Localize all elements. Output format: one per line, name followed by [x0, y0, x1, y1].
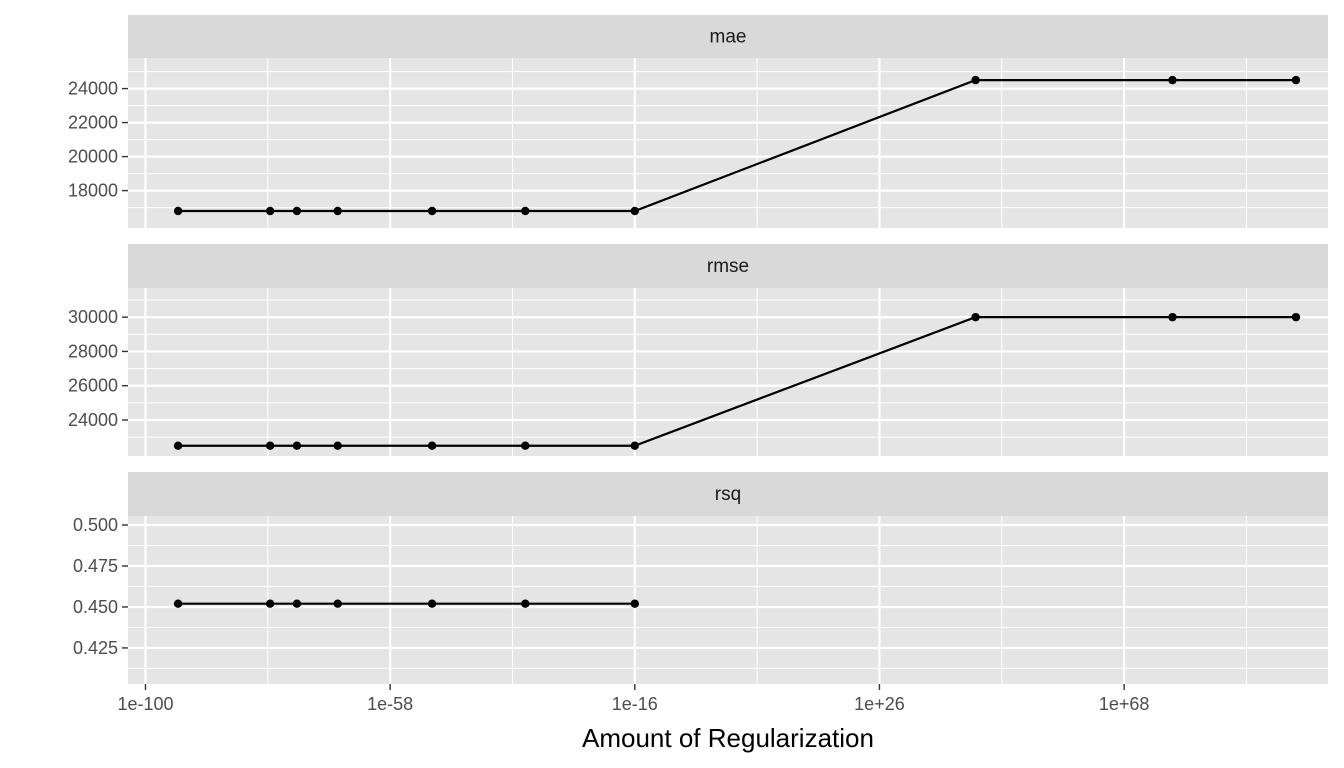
data-point: [1168, 75, 1177, 85]
data-point: [1168, 312, 1177, 322]
data-point: [1291, 312, 1301, 322]
x-tick-label: 1e+26: [854, 694, 905, 714]
facet-strip: [128, 244, 1328, 288]
data-point: [333, 599, 342, 608]
series-line-mae: [178, 78, 1296, 213]
data-point: [427, 206, 437, 216]
x-tick-label: 1e-100: [117, 694, 173, 714]
y-tick-label: 26000: [68, 376, 118, 396]
data-point: [630, 599, 639, 608]
panel-background: [128, 288, 1328, 456]
data-point: [521, 206, 530, 216]
data-point: [630, 441, 639, 450]
data-point: [173, 441, 183, 450]
data-point: [265, 441, 275, 450]
data-point: [333, 441, 342, 450]
y-tick-label: 0.425: [73, 638, 118, 658]
data-point: [427, 441, 437, 450]
y-tick-label: 30000: [68, 307, 118, 327]
y-tick-label: 0.500: [73, 515, 118, 535]
x-tick-label: 1e+68: [1099, 694, 1150, 714]
y-tick-label: 24000: [68, 410, 118, 430]
facet-strip-label: rmse: [707, 256, 749, 277]
facet-strip: [128, 15, 1328, 58]
x-axis: 1e-100 1e-58 1e-16 1e+26 1e+68: [117, 684, 1149, 714]
data-point: [427, 599, 437, 608]
data-point: [971, 75, 980, 85]
facet-panel-rsq: rsq 0.500 0.475 0.450 0.425: [73, 472, 1328, 684]
data-point: [521, 441, 530, 450]
facet-strip-label: mae: [710, 27, 747, 48]
data-point: [630, 206, 639, 216]
data-point: [265, 599, 275, 608]
data-point: [292, 441, 302, 450]
data-point: [265, 206, 275, 216]
panels-layer: mae 24000 22000 20000 18000 rmse 30000 28000 260…: [68, 15, 1328, 684]
data-point: [292, 206, 302, 216]
data-point: [292, 599, 302, 608]
facet-panel-rmse: rmse 30000 28000 26000 24000: [68, 244, 1328, 456]
series-line-rmse: [178, 316, 1296, 447]
y-tick-label: 20000: [68, 147, 118, 167]
x-tick-label: 1e-16: [612, 694, 658, 714]
data-point: [971, 312, 980, 322]
y-tick-label: 0.475: [73, 556, 118, 576]
data-point: [173, 599, 183, 608]
facet-strip-label: rsq: [715, 484, 741, 505]
x-tick-label: 1e-58: [367, 694, 413, 714]
panel-background: [128, 516, 1328, 684]
y-tick-label: 22000: [68, 113, 118, 133]
y-tick-label: 28000: [68, 341, 118, 361]
panel-background: [128, 58, 1328, 228]
y-tick-label: 24000: [68, 79, 118, 99]
facet-strip: [128, 472, 1328, 516]
data-point: [1291, 75, 1301, 85]
y-tick-label: 18000: [68, 181, 118, 201]
data-point: [173, 206, 183, 216]
data-point: [333, 206, 342, 216]
y-tick-label: 0.450: [73, 597, 118, 617]
data-point: [521, 599, 530, 608]
facet-panel-mae: mae 24000 22000 20000 18000: [68, 15, 1328, 228]
x-axis-title: Amount of Regularization: [582, 723, 874, 753]
